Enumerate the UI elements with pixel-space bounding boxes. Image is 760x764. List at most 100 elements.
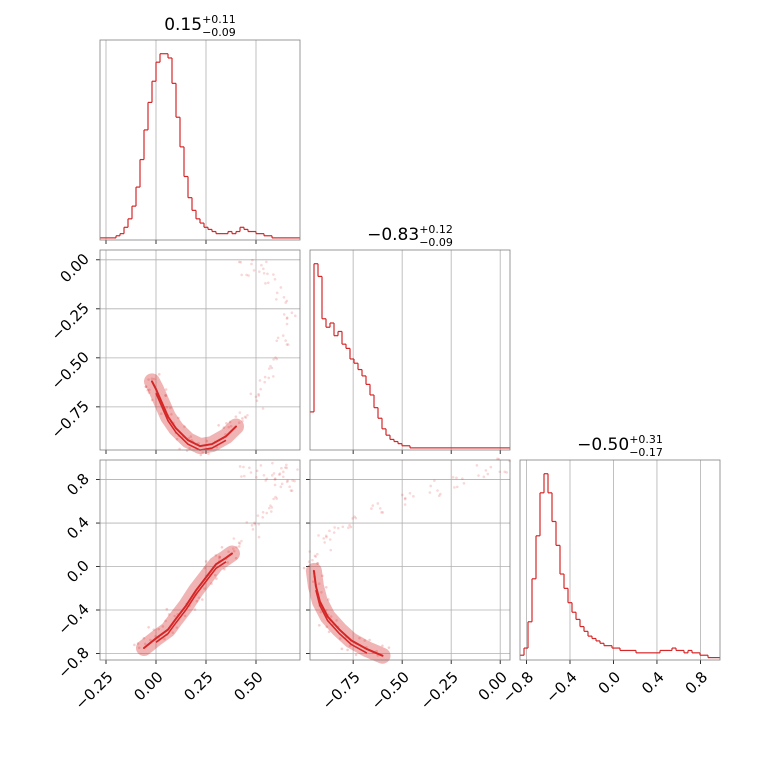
pair-3-1-ytick-label-4: −0.8 xyxy=(54,644,92,682)
pair-3-1-sparse-point xyxy=(231,547,235,550)
pair-3-2-point xyxy=(326,598,330,601)
pair-2-1-sparse-point xyxy=(275,298,278,301)
pair-2-1-point xyxy=(147,378,150,381)
pair-3-2-sparse-point xyxy=(475,464,479,467)
pair-3-1-sparse-point xyxy=(255,469,259,473)
pair-3-1-sparse-point xyxy=(285,480,289,484)
pair-3-2-sparse-point xyxy=(439,492,442,496)
pair-3-2-sparse-point xyxy=(325,535,328,539)
pair-3-2-xtick-label-2: −0.25 xyxy=(417,668,462,713)
pair-2-1-sparse-point xyxy=(286,343,290,346)
pair-2-1-ytick-label-2: −0.50 xyxy=(48,348,93,393)
pair-2-1-sparse-point xyxy=(271,375,275,378)
pair-2-1-sparse-point xyxy=(266,272,269,276)
pair-3-2-sparse-point xyxy=(505,471,508,474)
pair-2-1-point xyxy=(150,398,154,402)
pair-3-1-sparse-point xyxy=(284,466,287,469)
pair-2-1-sparse-point xyxy=(262,267,265,271)
pair-2-1-point xyxy=(199,453,203,457)
pair-3-1-point xyxy=(197,596,201,599)
pair-3-1-point xyxy=(143,642,147,646)
pair-3-2-point xyxy=(321,574,324,578)
pair-2-1-sparse-point xyxy=(237,421,241,425)
pair-3-1-contour-fill xyxy=(136,545,240,656)
pair-2-1-sparse-point xyxy=(249,392,253,396)
pair-2-1-contour-outer xyxy=(151,380,237,448)
pair-3-1-ytick-label-3: −0.4 xyxy=(54,600,92,638)
pair-2-1-sparse-point xyxy=(252,269,256,272)
pair-3-2-sparse-point xyxy=(329,548,333,552)
pair-3-2-sparse-point xyxy=(477,474,480,477)
pair-3-2-point xyxy=(325,625,329,629)
pair-2-1-sparse-point xyxy=(284,339,287,342)
pair-3-2-point xyxy=(358,636,361,640)
pair-3-2-sparse-point xyxy=(376,502,380,505)
pair-3-1-sparse-point xyxy=(238,542,242,545)
pair-2-1-sparse-point xyxy=(282,313,286,316)
pair-3-2-sparse-point xyxy=(496,457,499,461)
pair-3-2-point xyxy=(324,585,328,589)
pair-2-1-point xyxy=(228,420,232,424)
pair-2-1-point xyxy=(164,394,167,397)
pair-2-1-sparse-point xyxy=(267,367,271,370)
pair-3-2-sparse-point xyxy=(403,496,407,500)
pair-3-2-sparse-point xyxy=(451,476,455,479)
pair-3-1-sparse-point xyxy=(245,521,249,524)
pair-3-2-point xyxy=(316,561,319,565)
pair-3-1-sparse-point xyxy=(272,472,276,475)
pair-3-2-sparse-point xyxy=(311,558,314,562)
pair-3-2-point xyxy=(387,646,391,649)
pair-3-1-sparse-point xyxy=(269,510,273,513)
pair-3-1-point xyxy=(149,638,152,642)
pair-3-2-sparse-point xyxy=(428,491,432,494)
pair-3-2-sparse-point xyxy=(324,534,328,538)
pair-2-1-sparse-point xyxy=(267,376,271,380)
pair-3-2-frame xyxy=(309,459,511,661)
diag-3-xtick-label-3: 0.4 xyxy=(638,668,668,698)
pair-3-1-point xyxy=(164,619,167,623)
pair-3-2-sparse-point xyxy=(455,485,459,489)
pair-3-2-sparse-point xyxy=(489,465,493,469)
pair-3-2-sparse-point xyxy=(429,484,433,488)
pair-2-1-sparse-point xyxy=(279,286,283,289)
pair-3-1-sparse-point xyxy=(293,479,296,483)
pair-3-1-sparse-point xyxy=(288,485,291,488)
pair-3-2-sparse-point xyxy=(328,538,332,541)
diag-3-title: −0.50+0.31 xyxy=(577,433,663,455)
pair-3-1-sparse-point xyxy=(273,478,277,481)
pair-3-2-sparse-point xyxy=(453,486,456,489)
pair-3-1-sparse-point xyxy=(269,504,272,507)
pair-2-1-point xyxy=(177,416,180,420)
pair-3-2-point xyxy=(381,644,384,648)
pair-3-2-xtick-label-1: −0.50 xyxy=(368,668,413,713)
pair-2-1-sparse-point xyxy=(270,366,274,370)
pair-2-1-sparse-point xyxy=(263,375,267,379)
pair-3-1-point xyxy=(215,577,218,580)
pair-3-1-point xyxy=(204,560,208,563)
pair-2-1-sparse-point xyxy=(244,416,248,419)
pair-3-1-sparse-point xyxy=(291,479,294,482)
pair-3-2-sparse-point xyxy=(341,525,345,529)
pair-3-1-sparse-point xyxy=(240,475,243,478)
pair-3-1-sparse-point xyxy=(249,471,253,474)
diag-3-frame xyxy=(519,459,721,661)
pair-3-1-point xyxy=(142,636,146,640)
diag-2-bars xyxy=(310,263,510,449)
pair-3-1-point xyxy=(175,626,179,629)
pair-3-1-sparse-point xyxy=(282,470,285,474)
pair-3-1-point xyxy=(193,608,197,611)
diag-1-title-value: 0.15 xyxy=(164,15,202,35)
pair-2-1-sparse-point xyxy=(285,299,289,303)
pair-2-1-point xyxy=(183,425,186,428)
pair-2-1-sparse-point xyxy=(262,271,266,275)
pair-3-1-sparse-point xyxy=(286,479,289,482)
pair-3-2-point xyxy=(302,566,306,570)
pair-3-1-sparse-point xyxy=(281,475,285,479)
pair-3-1-sparse-point xyxy=(264,479,268,482)
pair-3-1-sparse-point xyxy=(278,473,281,476)
pair-3-1-sparse-point xyxy=(289,489,293,492)
pair-3-2-sparse-point xyxy=(332,531,336,534)
diag-2-title: −0.83+0.12 xyxy=(367,223,453,245)
pair-2-1-point xyxy=(150,377,154,380)
pair-2-1-point xyxy=(159,412,163,416)
